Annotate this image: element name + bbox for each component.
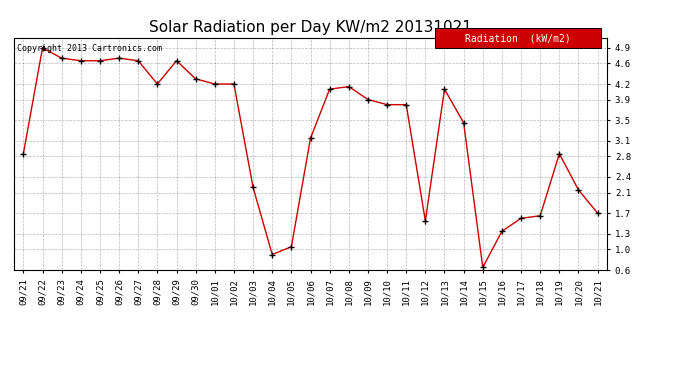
Title: Solar Radiation per Day KW/m2 20131021: Solar Radiation per Day KW/m2 20131021 — [149, 20, 472, 35]
Text: Copyright 2013 Cartronics.com: Copyright 2013 Cartronics.com — [17, 45, 161, 54]
FancyBboxPatch shape — [435, 28, 601, 48]
Text: Radiation  (kW/m2): Radiation (kW/m2) — [465, 33, 571, 43]
